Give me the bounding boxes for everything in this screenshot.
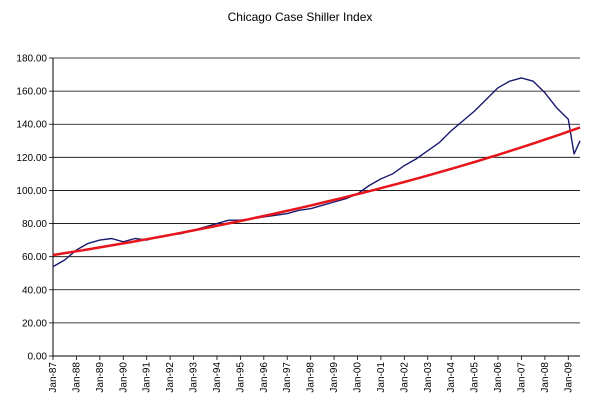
x-tick-label: Jan-02	[399, 362, 410, 393]
x-tick-label: Jan-95	[235, 362, 246, 393]
chart-title: Chicago Case Shiller Index	[227, 10, 373, 24]
x-tick-label: Jan-97	[282, 362, 293, 393]
x-tick-labels: Jan-87 Jan-88 Jan-89 Jan-90 Jan-91 Jan-92 Jan-…	[48, 356, 574, 393]
axes	[52, 58, 580, 357]
x-tick-label: Jan-98	[306, 362, 317, 393]
x-tick-label: Jan-05	[470, 362, 481, 393]
x-tick-label: Jan-06	[493, 362, 504, 393]
x-tick-label: Jan-94	[212, 362, 223, 393]
y-tick-label: 120.00	[16, 153, 47, 164]
y-tick-labels: 0.00 20.00 40.00 60.00 80.00 100.00 120.00 140.…	[16, 54, 47, 363]
x-tick-label: Jan-01	[376, 362, 387, 393]
x-tick-label: Jan-90	[118, 362, 129, 393]
y-tick-label: 100.00	[16, 186, 47, 197]
y-tick-label: 80.00	[22, 219, 47, 230]
index-line	[52, 77, 581, 268]
y-tick-label: 60.00	[22, 252, 47, 263]
x-tick-label: Jan-00	[352, 362, 363, 393]
x-tick-label: Jan-99	[329, 362, 340, 393]
y-tick-label: 140.00	[16, 120, 47, 131]
x-tick-label: Jan-09	[563, 362, 574, 393]
x-tick-label: Jan-87	[48, 362, 59, 393]
x-tick-label: Jan-92	[165, 362, 176, 393]
x-tick-label: Jan-93	[189, 362, 200, 393]
x-tick-label: Jan-03	[423, 362, 434, 393]
trend-line	[52, 126, 581, 257]
y-tick-label: 0.00	[28, 352, 48, 363]
y-tick-label: 180.00	[16, 54, 47, 65]
x-tick-label: Jan-08	[540, 362, 551, 393]
x-tick-label: Jan-96	[259, 362, 270, 393]
y-tick-label: 20.00	[22, 318, 47, 329]
series-lines	[52, 77, 581, 268]
x-tick-label: Jan-04	[446, 362, 457, 393]
y-tick-label: 160.00	[16, 87, 47, 98]
x-tick-label: Jan-89	[95, 362, 106, 393]
y-tick-label: 40.00	[22, 285, 47, 296]
x-tick-label: Jan-88	[71, 362, 82, 393]
x-tick-label: Jan-07	[516, 362, 527, 393]
x-tick-label: Jan-91	[142, 362, 153, 393]
